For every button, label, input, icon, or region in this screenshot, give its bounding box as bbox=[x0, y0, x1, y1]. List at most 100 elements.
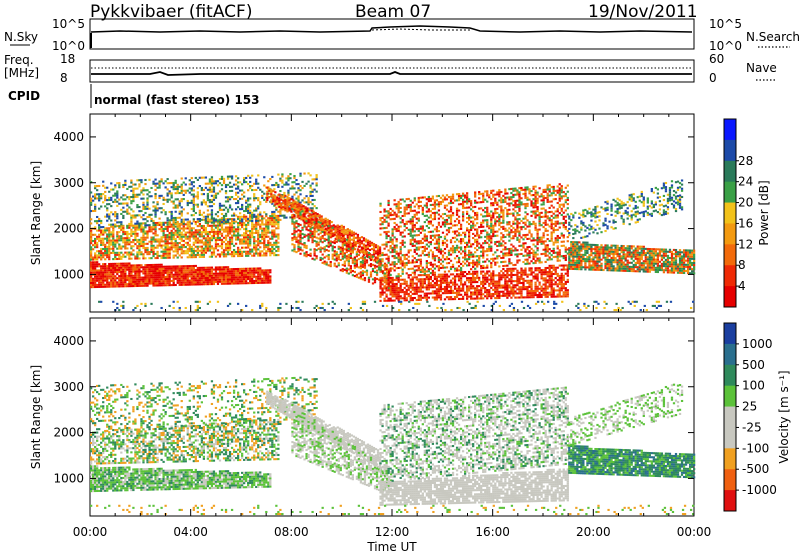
data-cell bbox=[175, 238, 177, 240]
data-cell bbox=[398, 257, 400, 259]
data-cell bbox=[387, 214, 389, 216]
data-cell bbox=[396, 295, 398, 297]
data-cell bbox=[510, 270, 512, 272]
data-cell bbox=[98, 197, 100, 199]
data-cell bbox=[171, 276, 173, 278]
data-cell bbox=[470, 273, 472, 275]
data-cell bbox=[267, 219, 269, 221]
data-cell bbox=[295, 212, 297, 214]
data-cell bbox=[169, 274, 171, 276]
data-cell bbox=[191, 267, 193, 269]
data-cell bbox=[146, 268, 148, 270]
data-cell bbox=[265, 244, 267, 246]
data-cell bbox=[177, 246, 179, 248]
data-cell bbox=[146, 220, 148, 222]
data-cell bbox=[389, 289, 391, 291]
data-cell bbox=[328, 242, 330, 244]
data-cell bbox=[110, 199, 112, 201]
data-cell bbox=[379, 251, 381, 253]
data-cell bbox=[280, 199, 282, 201]
data-cell bbox=[468, 279, 470, 281]
data-cell bbox=[126, 233, 128, 235]
data-cell bbox=[185, 275, 187, 277]
data-cell bbox=[177, 234, 179, 236]
data-cell bbox=[96, 261, 98, 263]
data-cell bbox=[536, 273, 538, 275]
data-cell bbox=[126, 188, 128, 190]
data-cell bbox=[114, 252, 116, 254]
data-cell bbox=[179, 232, 181, 234]
data-cell bbox=[223, 249, 225, 251]
data-cell bbox=[273, 217, 275, 219]
data-cell bbox=[400, 250, 402, 252]
data-cell bbox=[255, 183, 257, 185]
data-cell bbox=[122, 269, 124, 271]
data-cell bbox=[94, 206, 96, 208]
data-cell bbox=[156, 222, 158, 224]
data-cell bbox=[152, 236, 154, 238]
data-cell bbox=[418, 280, 420, 282]
data-cell bbox=[209, 221, 211, 223]
data-cell bbox=[154, 270, 156, 272]
data-cell bbox=[468, 285, 470, 287]
data-cell bbox=[468, 289, 470, 291]
data-cell bbox=[185, 227, 187, 229]
data-cell bbox=[177, 198, 179, 200]
data-cell bbox=[90, 250, 92, 252]
data-cell bbox=[167, 230, 169, 232]
data-cell bbox=[201, 233, 203, 235]
data-cell bbox=[189, 192, 191, 194]
data-cell bbox=[164, 251, 166, 253]
data-cell bbox=[245, 253, 247, 255]
data-cell bbox=[169, 226, 171, 228]
data-cell bbox=[383, 244, 385, 246]
data-cell bbox=[108, 215, 110, 217]
data-cell bbox=[142, 233, 144, 235]
data-cell bbox=[217, 266, 219, 268]
data-cell bbox=[374, 265, 376, 267]
data-cell bbox=[114, 186, 116, 188]
data-cell bbox=[476, 295, 478, 297]
data-cell bbox=[476, 275, 478, 277]
data-cell bbox=[488, 279, 490, 281]
data-cell bbox=[490, 279, 492, 281]
data-cell bbox=[553, 265, 555, 267]
data-cell bbox=[385, 264, 387, 266]
data-cell bbox=[167, 242, 169, 244]
data-cell bbox=[144, 224, 146, 226]
nsearch-label: N.Search bbox=[746, 30, 800, 44]
data-cell bbox=[209, 267, 211, 269]
data-cell bbox=[249, 282, 251, 284]
data-cell bbox=[205, 252, 207, 254]
data-cell bbox=[120, 279, 122, 281]
data-cell bbox=[124, 202, 126, 204]
data-cell bbox=[362, 256, 364, 258]
data-cell bbox=[326, 263, 328, 265]
data-cell bbox=[299, 247, 301, 249]
data-cell bbox=[482, 283, 484, 285]
data-cell bbox=[197, 240, 199, 242]
data-cell bbox=[221, 275, 223, 277]
data-cell bbox=[96, 197, 98, 199]
data-cell bbox=[134, 268, 136, 270]
data-cell bbox=[203, 248, 205, 250]
data-cell bbox=[154, 214, 156, 216]
data-cell bbox=[330, 263, 332, 265]
data-cell bbox=[181, 282, 183, 284]
data-cell bbox=[136, 214, 138, 216]
data-cell bbox=[245, 200, 247, 202]
data-cell bbox=[130, 225, 132, 227]
data-cell bbox=[518, 292, 520, 294]
data-cell bbox=[247, 236, 249, 238]
data-cell bbox=[289, 188, 291, 190]
data-cell bbox=[193, 277, 195, 279]
data-cell bbox=[98, 269, 100, 271]
data-cell bbox=[368, 252, 370, 254]
data-cell bbox=[549, 281, 551, 283]
data-cell bbox=[106, 286, 108, 288]
data-cell bbox=[203, 229, 205, 231]
data-cell bbox=[324, 246, 326, 248]
data-cell bbox=[275, 182, 277, 184]
data-cell bbox=[90, 218, 92, 220]
data-cell bbox=[293, 246, 295, 248]
